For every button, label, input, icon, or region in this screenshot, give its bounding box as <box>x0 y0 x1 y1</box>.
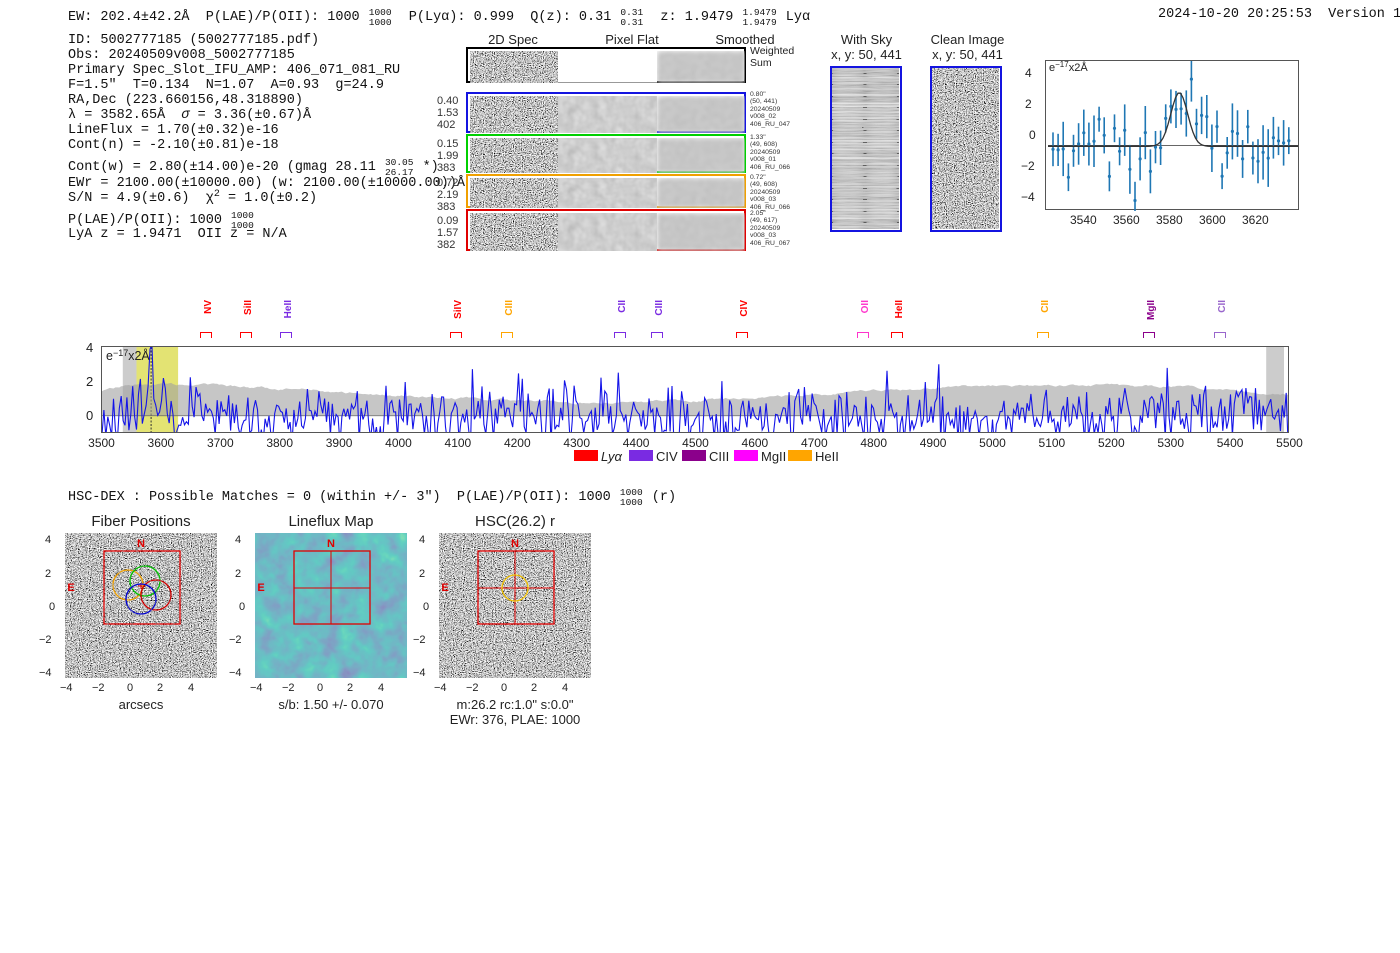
svg-text:E: E <box>257 582 264 594</box>
svg-text:N: N <box>327 538 335 550</box>
svg-text:E: E <box>441 582 448 594</box>
svg-text:N: N <box>137 538 145 550</box>
svg-text:E: E <box>67 582 74 594</box>
svg-text:N: N <box>511 538 519 550</box>
